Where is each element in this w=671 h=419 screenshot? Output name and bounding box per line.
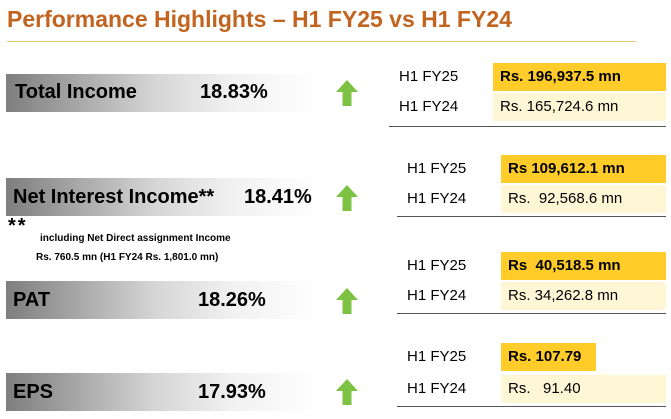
footnote-line-1: including Net Direct assignment Income bbox=[40, 233, 231, 244]
previous-value: Rs. 91.40 bbox=[501, 375, 666, 403]
period-label: H1 FY25 bbox=[407, 160, 467, 177]
period-label: H1 FY25 bbox=[399, 68, 459, 85]
previous-value: Rs. 34,262.8 mn bbox=[501, 282, 666, 310]
period-label: H1 FY24 bbox=[407, 287, 467, 304]
current-value: Rs 109,612.1 mn bbox=[501, 155, 666, 183]
pat-table: H1 FY25 Rs 40,518.5 mn H1 FY24 Rs. 34,26… bbox=[397, 249, 666, 314]
footnote-marker: ** bbox=[8, 215, 28, 237]
footnote-line-2: Rs. 760.5 mn (H1 FY24 Rs. 1,801.0 mn) bbox=[36, 252, 219, 263]
current-value: Rs. 107.79 bbox=[501, 343, 596, 371]
period-label: H1 FY24 bbox=[407, 190, 467, 207]
title-divider bbox=[7, 41, 636, 42]
nii-table: H1 FY25 Rs 109,612.1 mn H1 FY24 Rs. 92,5… bbox=[397, 152, 666, 217]
total-income-label-bar bbox=[6, 74, 320, 112]
up-arrow-icon bbox=[336, 379, 358, 405]
nii-label: Net Interest Income** bbox=[13, 186, 215, 208]
pat-label-bar bbox=[6, 281, 320, 319]
page-title: Performance Highlights – H1 FY25 vs H1 F… bbox=[7, 6, 512, 32]
total-income-table: H1 FY25 Rs. 196,937.5 mn H1 FY24 Rs. 165… bbox=[389, 60, 666, 127]
total-income-growth: 18.83% bbox=[200, 81, 268, 103]
pat-growth: 18.26% bbox=[198, 289, 266, 311]
current-value: Rs 40,518.5 mn bbox=[501, 252, 666, 280]
previous-value: Rs. 165,724.6 mn bbox=[493, 93, 666, 121]
period-label: H1 FY25 bbox=[407, 348, 467, 365]
up-arrow-icon bbox=[336, 185, 358, 211]
period-label: H1 FY24 bbox=[407, 380, 467, 397]
total-income-label: Total Income bbox=[15, 81, 137, 103]
eps-growth: 17.93% bbox=[198, 381, 266, 403]
period-label: H1 FY24 bbox=[399, 98, 459, 115]
eps-label: EPS bbox=[13, 381, 54, 403]
current-value: Rs. 196,937.5 mn bbox=[493, 63, 666, 91]
up-arrow-icon bbox=[336, 80, 358, 106]
previous-value: Rs. 92,568.6 mn bbox=[501, 185, 666, 213]
up-arrow-icon bbox=[336, 288, 358, 314]
eps-table: H1 FY25 Rs. 107.79 H1 FY24 Rs. 91.40 bbox=[397, 340, 666, 407]
nii-growth: 18.41% bbox=[244, 186, 312, 208]
period-label: H1 FY25 bbox=[407, 257, 467, 274]
pat-label: PAT bbox=[13, 289, 51, 311]
nii-label-bar bbox=[6, 178, 320, 216]
eps-label-bar bbox=[6, 373, 320, 411]
